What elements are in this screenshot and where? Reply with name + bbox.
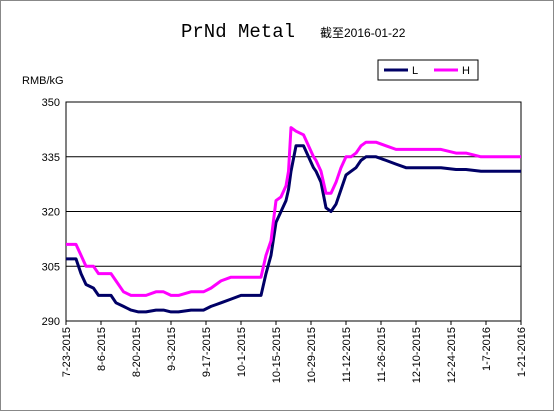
x-tick-label: 10-15-2015 bbox=[271, 327, 283, 383]
y-tick-label: 290 bbox=[42, 316, 60, 328]
x-tick-label: 10-1-2015 bbox=[236, 327, 248, 377]
x-tick-label: 12-24-2015 bbox=[446, 327, 458, 383]
plot-frame bbox=[65, 101, 522, 322]
y-tick-label: 305 bbox=[42, 261, 60, 273]
chart-title: PrNd Metal bbox=[181, 21, 295, 43]
y-tick-label: 350 bbox=[42, 97, 60, 109]
x-tick-label: 9-3-2015 bbox=[166, 327, 178, 371]
y-tick-label: 320 bbox=[42, 207, 60, 219]
chart-subtitle: 截至2016-01-22 bbox=[320, 26, 406, 40]
x-tick-label: 10-29-2015 bbox=[306, 327, 318, 383]
y-axis-label: RMB/kG bbox=[22, 75, 64, 87]
x-tick-label: 7-23-2015 bbox=[61, 327, 73, 377]
x-tick-label: 8-20-2015 bbox=[131, 327, 143, 377]
y-tick-label: 335 bbox=[42, 152, 60, 164]
x-tick-label: 11-12-2015 bbox=[341, 327, 353, 382]
legend-box bbox=[377, 59, 479, 81]
x-tick-label: 9-17-2015 bbox=[201, 327, 213, 377]
legend-label: H bbox=[462, 65, 470, 77]
x-tick-label: 1-21-2016 bbox=[516, 327, 528, 377]
series-line bbox=[66, 126, 521, 297]
legend-label: L bbox=[412, 65, 418, 77]
series-line bbox=[66, 144, 521, 314]
x-tick-label: 1-7-2016 bbox=[481, 327, 493, 371]
x-tick-label: 8-6-2015 bbox=[96, 327, 108, 371]
x-tick-label: 11-26-2015 bbox=[376, 327, 388, 382]
x-tick-label: 12-10-2015 bbox=[411, 327, 423, 383]
